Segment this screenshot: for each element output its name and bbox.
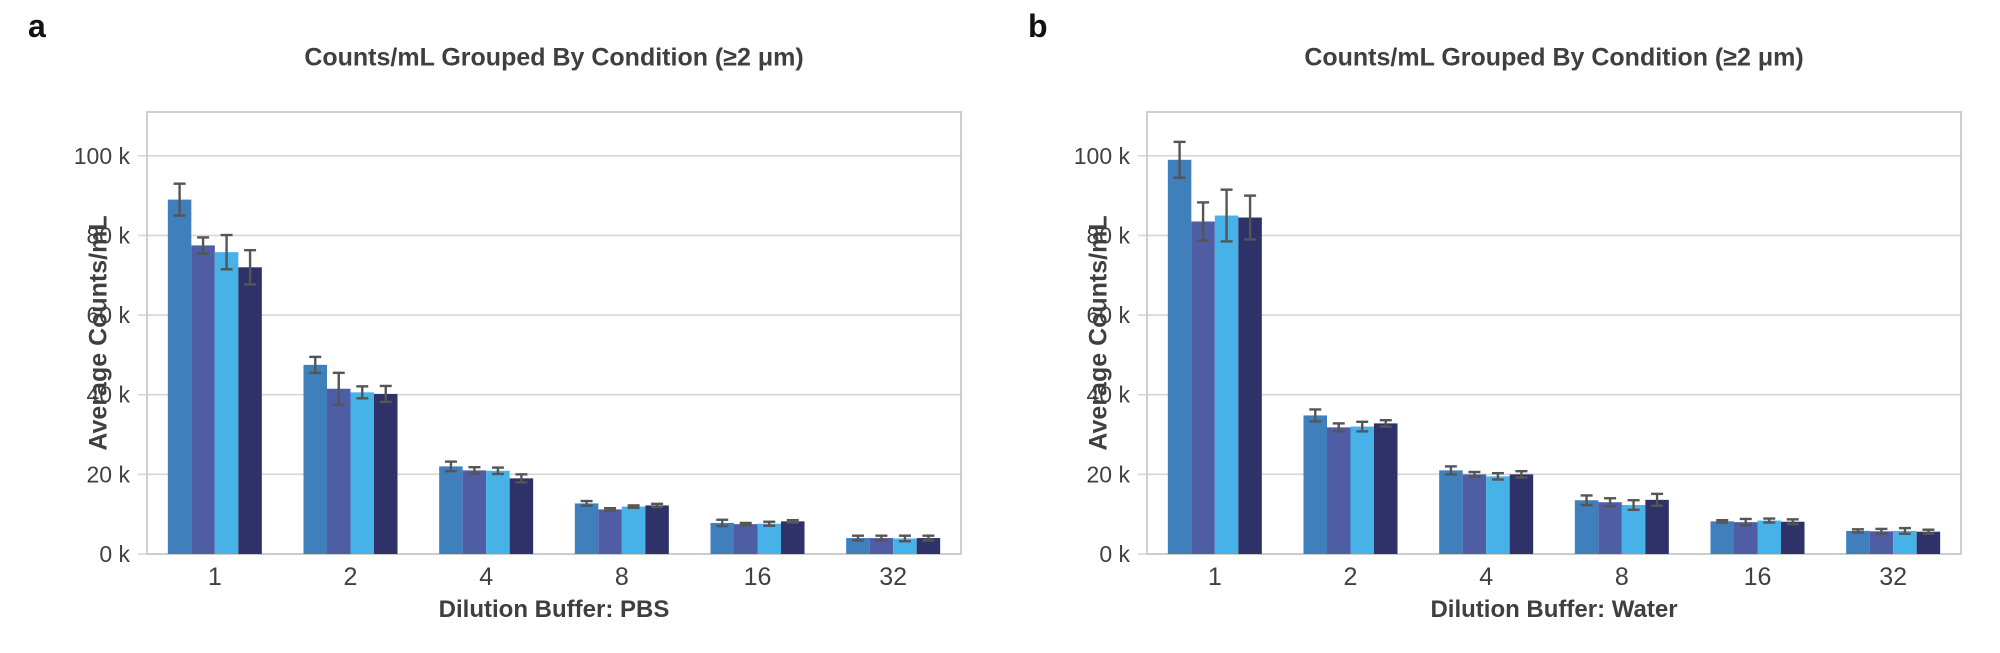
x-tick-label: 8 <box>615 563 629 591</box>
y-tick-label: 0 k <box>1099 541 1130 567</box>
bar <box>645 505 669 554</box>
bar <box>710 522 734 554</box>
bar <box>1645 499 1669 554</box>
bar <box>1574 500 1599 554</box>
x-tick-label: 16 <box>744 563 772 591</box>
bar <box>734 524 758 554</box>
bar <box>1598 502 1622 554</box>
y-axis-title-a: Average Counts/mL <box>84 215 113 451</box>
panel-letter-b: b <box>1028 8 1048 44</box>
x-tick-label: 1 <box>1208 563 1222 591</box>
x-axis-title-a: Dilution Buffer: PBS <box>438 596 670 623</box>
panel-a: 0 k 20 k 40 k 60 k 80 k 100 k 1 2 4 8 16 32 a Count… <box>28 8 962 623</box>
x-axis-title-b: Dilution Buffer: Water <box>1430 596 1678 623</box>
bar <box>1781 521 1805 554</box>
chart-title-a: Counts/mL Grouped By Condition (≥2 μm) <box>304 43 804 72</box>
y-tick-label: 80 k <box>87 222 131 248</box>
bar <box>486 470 510 554</box>
bar <box>1350 426 1374 554</box>
y-tick-label: 80 k <box>1087 222 1131 248</box>
bar <box>462 470 487 554</box>
y-axis-title-b: Average Counts/mL <box>1084 215 1113 451</box>
bar <box>191 245 215 554</box>
x-tick-label: 2 <box>344 563 358 591</box>
bar <box>1191 221 1215 554</box>
bar <box>574 503 599 554</box>
y-tick-label: 20 k <box>1087 461 1131 487</box>
bar <box>1327 427 1351 554</box>
x-tick-label: 32 <box>1879 563 1907 591</box>
bar <box>1167 159 1192 554</box>
y-tick-label: 100 k <box>74 143 131 169</box>
bar <box>1893 530 1917 554</box>
bar <box>621 506 646 554</box>
bar <box>1439 470 1463 554</box>
bar <box>439 466 463 554</box>
bar <box>1621 505 1646 554</box>
chart-title-b: Counts/mL Grouped By Condition (≥2 μm) <box>1304 43 1804 72</box>
bar-chart-canvas-a: 0 k 20 k 40 k 60 k 80 k 100 k 1 2 4 8 16 32 <box>74 111 962 591</box>
y-tick-label: 60 k <box>87 302 131 328</box>
y-tick-label: 60 k <box>1087 302 1131 328</box>
bar <box>303 364 327 554</box>
bar <box>214 252 239 554</box>
bar <box>1214 215 1239 554</box>
x-tick-label: 2 <box>1344 563 1358 591</box>
bar <box>781 521 805 554</box>
bar <box>327 388 351 554</box>
bar <box>757 523 781 554</box>
bar-chart-canvas-b: 0 k 20 k 40 k 60 k 80 k 100 k 1 2 4 8 16 32 <box>1074 111 1962 591</box>
x-tick-label: 4 <box>1479 563 1493 591</box>
y-tick-label: 100 k <box>1074 143 1131 169</box>
bar <box>1734 522 1758 554</box>
bar <box>1916 531 1941 554</box>
y-tick-label: 0 k <box>99 541 130 567</box>
bar <box>1238 217 1262 554</box>
y-tick-label: 40 k <box>87 382 131 408</box>
bar <box>869 538 894 554</box>
bar <box>1303 415 1327 554</box>
bar <box>1869 531 1894 554</box>
y-tick-label: 40 k <box>1087 382 1131 408</box>
bar <box>1757 520 1781 554</box>
plot-border <box>1146 111 1962 555</box>
bar <box>374 393 398 554</box>
bar <box>167 199 192 554</box>
bar <box>1846 530 1870 554</box>
bar <box>1509 474 1534 554</box>
x-tick-label: 1 <box>208 563 222 591</box>
panel-b: 0 k 20 k 40 k 60 k 80 k 100 k 1 2 4 8 16 32 b Count… <box>1000 0 2000 653</box>
bar <box>509 478 534 554</box>
x-tick-label: 8 <box>1615 563 1629 591</box>
bar <box>916 538 941 554</box>
y-tick-label: 20 k <box>87 461 131 487</box>
x-tick-label: 32 <box>879 563 907 591</box>
x-tick-label: 4 <box>479 563 493 591</box>
plot-border <box>146 111 962 555</box>
bar <box>1486 476 1510 554</box>
panel-letter-a: a <box>28 8 46 44</box>
x-tick-label: 16 <box>1744 563 1772 591</box>
bar <box>1374 423 1398 554</box>
bar <box>1710 521 1734 554</box>
bar <box>846 538 870 554</box>
bar <box>598 509 622 554</box>
bar <box>1462 474 1487 554</box>
bar <box>238 267 262 554</box>
bar <box>350 392 374 554</box>
